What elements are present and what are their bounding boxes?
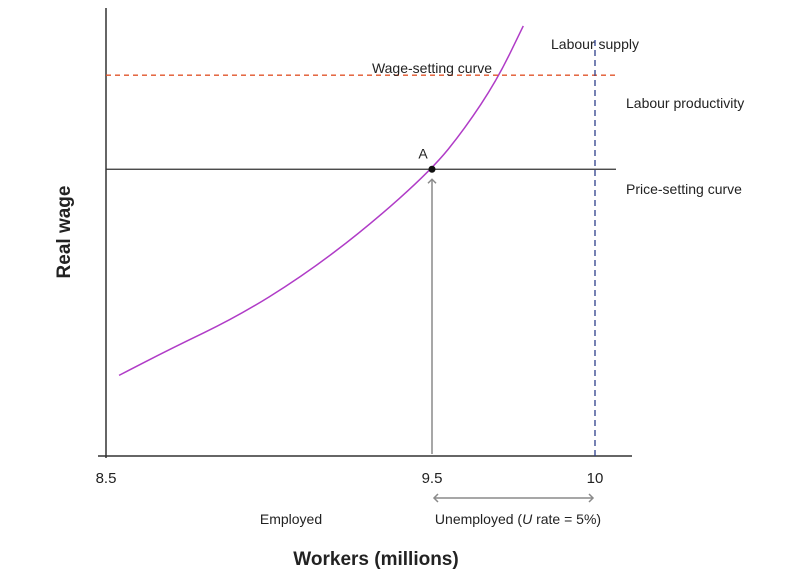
- x-axis-title: Workers (millions): [293, 549, 458, 570]
- label-labour-productivity: Labour productivity: [626, 95, 744, 111]
- x-tick-label: 9.5: [422, 470, 443, 487]
- x-tick-labels: 8.5 9.5 10: [96, 470, 604, 487]
- point-a-label: A: [418, 145, 428, 161]
- label-price-setting-curve: Price-setting curve: [626, 181, 742, 197]
- equilibrium-point-a: [428, 165, 436, 173]
- y-axis-title: Real wage: [54, 186, 75, 279]
- employed-label: Employed: [260, 511, 322, 527]
- x-tick-label: 10: [587, 470, 604, 487]
- series-wage-setting-curve: [118, 25, 524, 377]
- label-labour-supply: Labour supply: [551, 36, 639, 52]
- unemployed-label: Unemployed (U rate = 5%): [435, 511, 601, 527]
- series-layer: [106, 25, 616, 456]
- label-wage-setting-curve: Wage-setting curve: [372, 60, 492, 76]
- x-tick-label: 8.5: [96, 470, 117, 487]
